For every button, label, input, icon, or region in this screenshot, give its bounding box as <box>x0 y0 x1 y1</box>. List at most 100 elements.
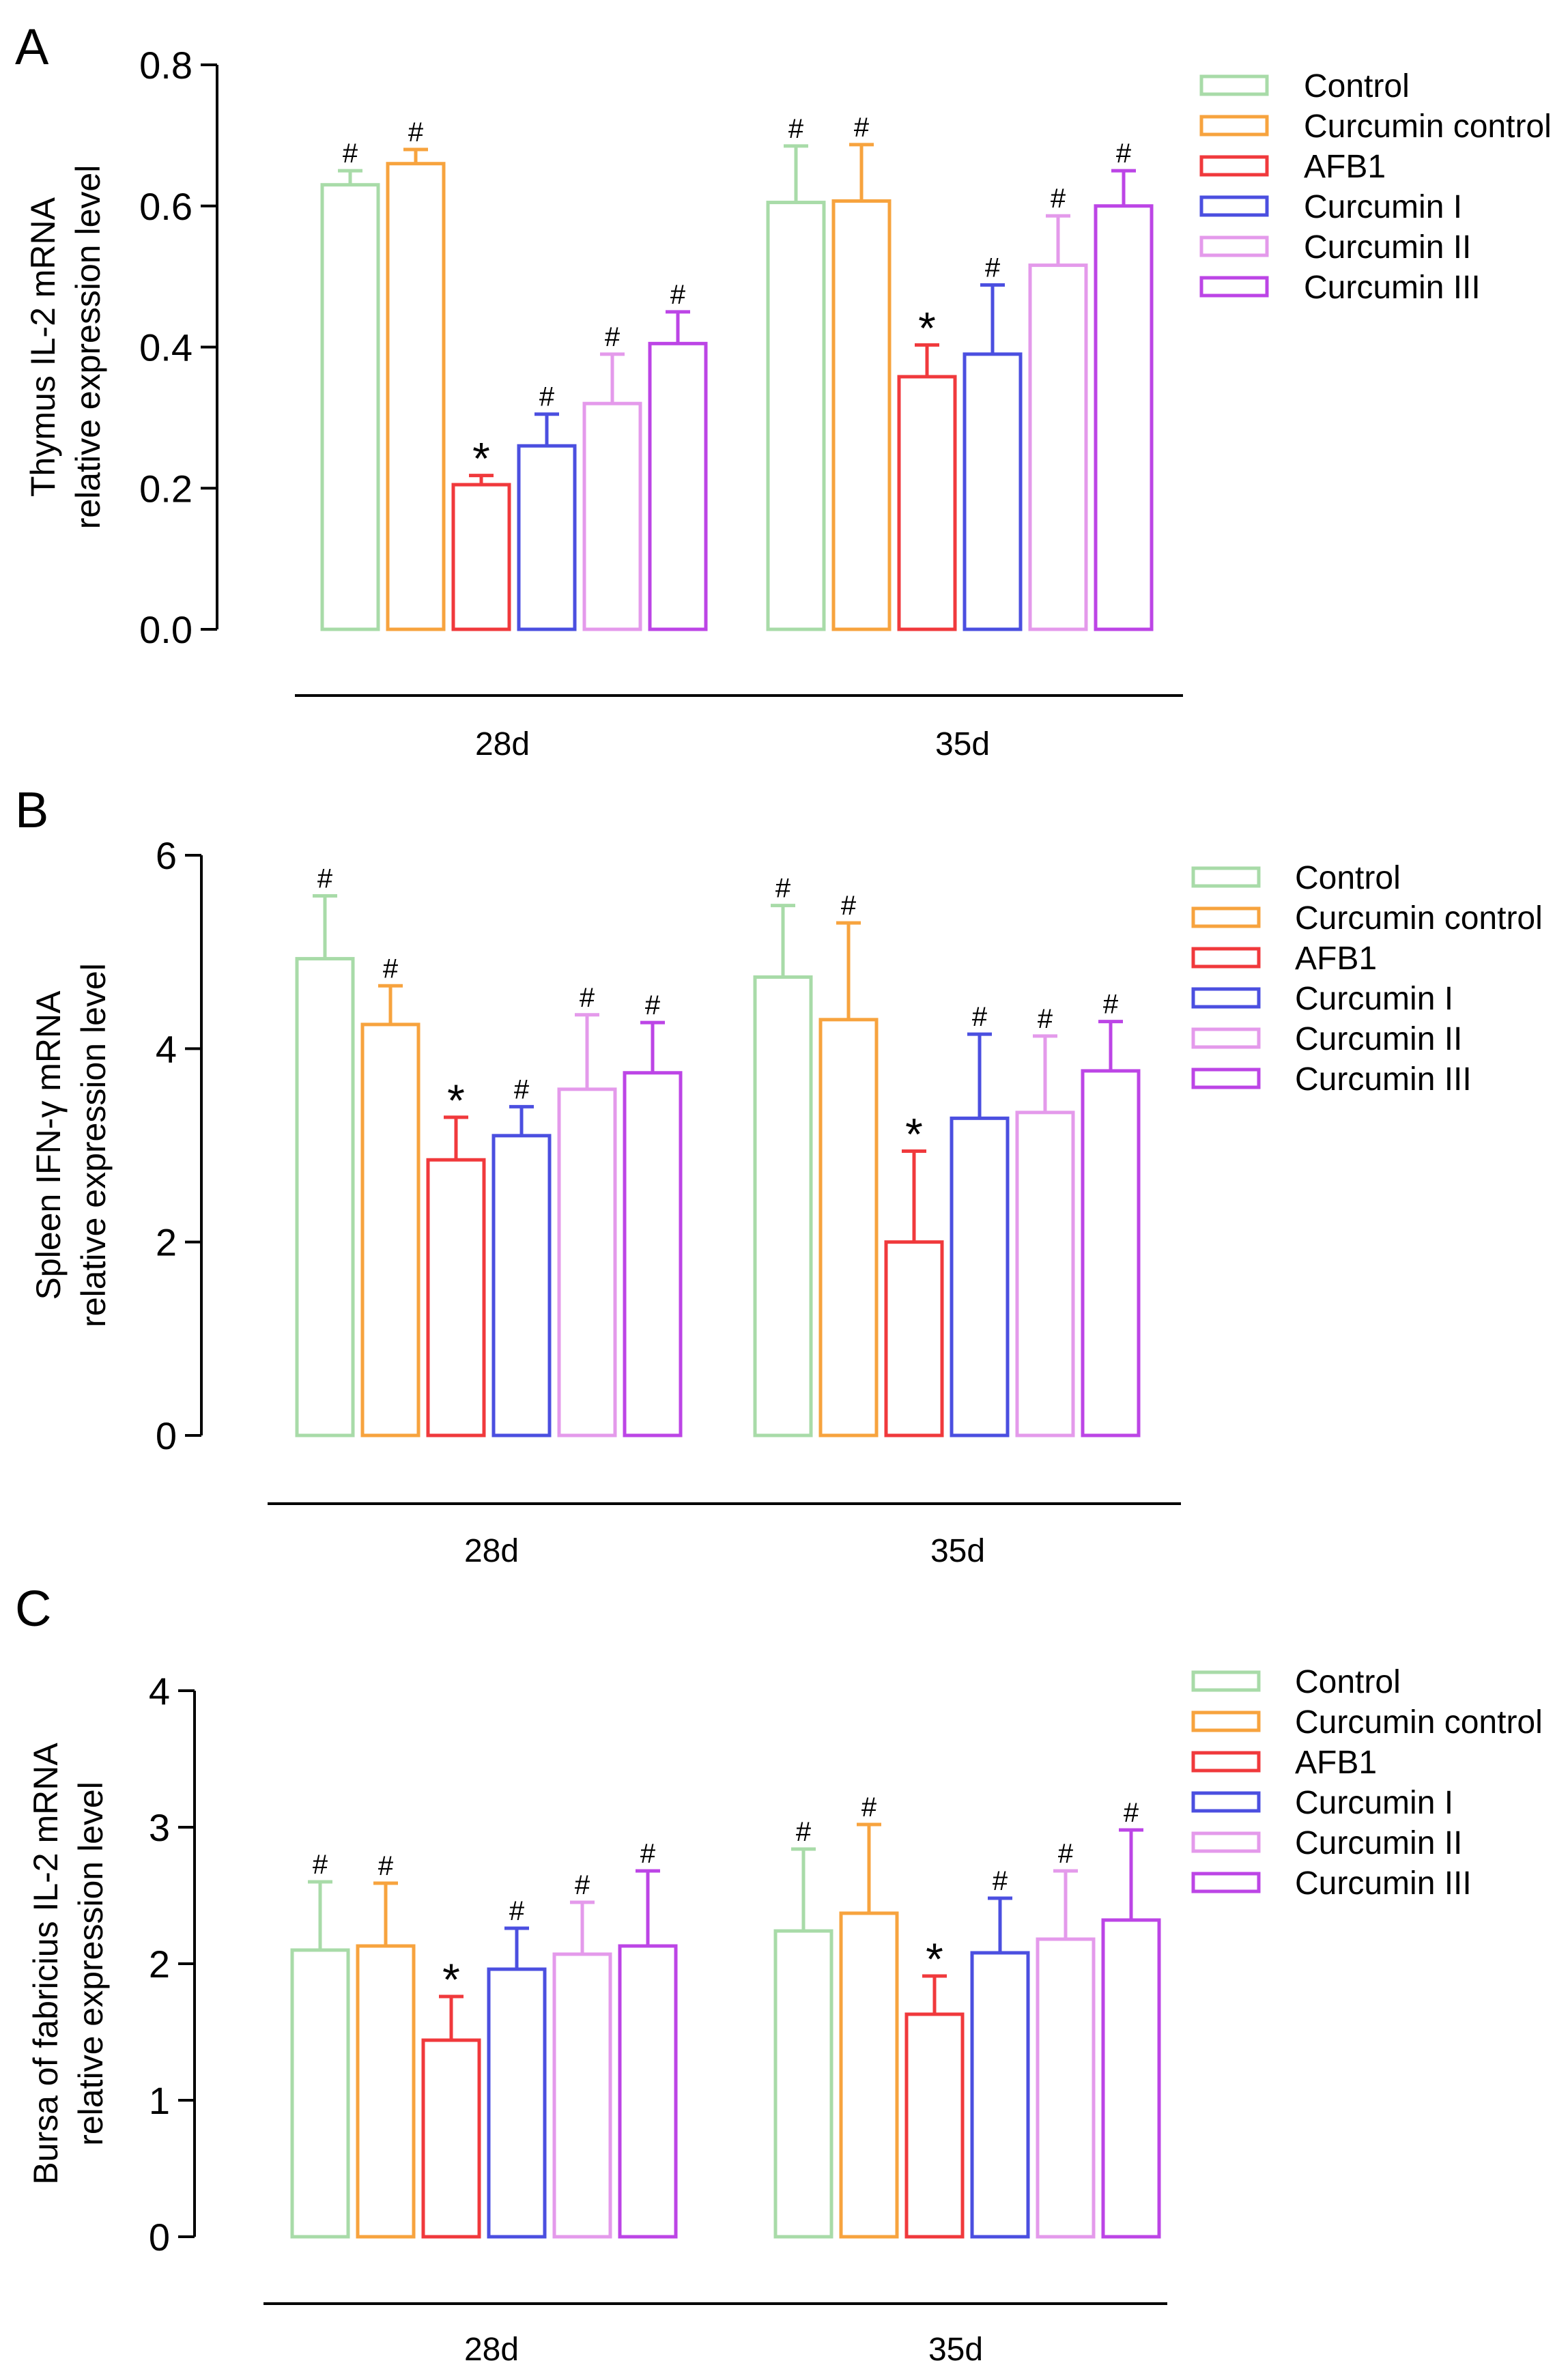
significance-hash: # <box>993 1866 1008 1896</box>
bar <box>773 1929 833 2239</box>
significance-star: * <box>442 1954 460 2005</box>
bar <box>557 1087 617 1437</box>
legend-swatch <box>1191 1711 1261 1732</box>
bar <box>970 1951 1030 2239</box>
significance-star: * <box>472 433 490 484</box>
bar <box>1036 1937 1096 2239</box>
legend-swatch <box>1199 195 1269 217</box>
y-tick-label: 3 <box>149 1806 170 1849</box>
significance-hash: # <box>539 382 555 412</box>
bar <box>386 162 446 631</box>
legend-swatch <box>1199 155 1269 177</box>
bar <box>582 401 642 631</box>
legend-swatch <box>1199 235 1269 257</box>
legend-swatch <box>1191 1791 1261 1813</box>
significance-hash: # <box>985 253 1001 283</box>
bar <box>1094 204 1154 631</box>
significance-hash: # <box>1116 139 1132 169</box>
bar <box>648 341 708 631</box>
bar <box>753 975 813 1437</box>
legend-label: Curcumin III <box>1295 1865 1472 1902</box>
legend-swatch <box>1199 74 1269 96</box>
y-tick-label: 1 <box>149 2079 170 2122</box>
bar <box>950 1116 1010 1437</box>
significance-hash: # <box>317 864 333 894</box>
y-tick-label: 0.4 <box>139 326 193 369</box>
bar <box>831 199 892 631</box>
x-group-label: 35d <box>930 1533 985 1569</box>
bar <box>904 2012 965 2239</box>
significance-hash: # <box>841 891 857 921</box>
bar <box>839 1911 899 2239</box>
significance-hash: # <box>580 983 595 1013</box>
y-tick-label: 0.6 <box>139 185 193 228</box>
significance-hash: # <box>645 990 661 1020</box>
y-axis-title: relative expression level <box>69 165 107 530</box>
bar <box>451 483 511 631</box>
bar <box>818 1018 879 1437</box>
legend-swatch <box>1191 1831 1261 1853</box>
legend-label: Curcumin I <box>1295 981 1453 1017</box>
bar <box>1028 263 1088 631</box>
legend-label: AFB1 <box>1295 1745 1377 1781</box>
y-tick-label: 0 <box>149 2216 170 2259</box>
significance-hash: # <box>383 954 399 984</box>
y-axis-title: relative expression level <box>74 963 113 1328</box>
x-group-label: 28d <box>464 2332 519 2368</box>
y-axis-title: Thymus IL-2 mRNA <box>24 197 62 497</box>
legend-swatch <box>1199 115 1269 137</box>
significance-hash: # <box>861 1792 877 1822</box>
x-group-label: 28d <box>464 1533 519 1569</box>
bar <box>290 1948 350 2239</box>
significance-star: * <box>926 1934 943 1984</box>
significance-hash: # <box>408 117 424 147</box>
legend-label: Curcumin control <box>1295 900 1543 936</box>
y-tick-label: 4 <box>149 1670 170 1713</box>
x-group-label: 35d <box>928 2332 983 2368</box>
legend-swatch <box>1191 1670 1261 1692</box>
bar <box>487 1967 547 2239</box>
bar <box>1015 1111 1075 1437</box>
bar <box>426 1158 486 1437</box>
legend-label: Curcumin control <box>1304 109 1552 145</box>
significance-hash: # <box>509 1896 525 1926</box>
significance-hash: # <box>605 322 621 352</box>
panel-letter: A <box>15 18 49 75</box>
bar <box>897 375 957 631</box>
bar <box>360 1022 420 1437</box>
significance-hash: # <box>1103 990 1119 1020</box>
significance-hash: # <box>775 874 791 904</box>
y-axis-title: Bursa of fabricius IL-2 mRNA <box>27 1743 65 2185</box>
significance-star: * <box>447 1075 465 1126</box>
legend-swatch <box>1191 1068 1261 1089</box>
x-group-label: 28d <box>475 726 530 762</box>
bar <box>1081 1069 1141 1437</box>
bar <box>552 1952 612 2239</box>
bar <box>618 1944 678 2239</box>
bar <box>356 1944 416 2239</box>
y-tick-label: 0 <box>156 1414 177 1457</box>
significance-hash: # <box>1124 1798 1139 1828</box>
y-tick-label: 4 <box>156 1027 177 1070</box>
bar <box>623 1071 683 1437</box>
bar <box>884 1240 944 1437</box>
bar <box>421 2038 481 2239</box>
significance-hash: # <box>640 1839 656 1869</box>
legend-label: Curcumin II <box>1295 1021 1462 1057</box>
legend-label: Curcumin I <box>1295 1785 1453 1821</box>
legend-swatch <box>1191 906 1261 928</box>
bar <box>295 957 355 1437</box>
legend-label: AFB1 <box>1295 941 1377 977</box>
bar <box>1101 1918 1161 2239</box>
significance-hash: # <box>1051 184 1066 214</box>
bar <box>963 352 1023 631</box>
significance-hash: # <box>972 1002 988 1032</box>
y-tick-label: 0.8 <box>139 44 193 87</box>
y-tick-label: 0.2 <box>139 467 193 510</box>
legend-label: Curcumin III <box>1295 1061 1472 1098</box>
legend-swatch <box>1191 1872 1261 1893</box>
legend-label: Control <box>1295 860 1401 896</box>
bar <box>766 201 826 631</box>
significance-hash: # <box>575 1870 590 1900</box>
